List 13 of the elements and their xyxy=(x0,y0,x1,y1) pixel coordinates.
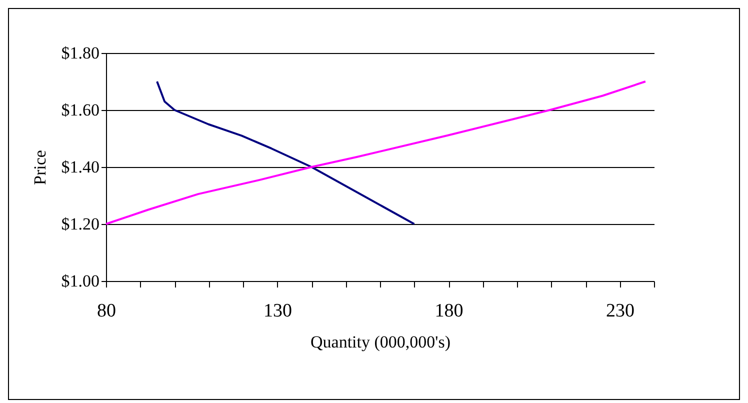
y-tick-label: $1.80 xyxy=(61,44,100,62)
x-tick-label: 130 xyxy=(264,300,292,322)
line-series xyxy=(156,80,416,225)
y-axis-title: Price xyxy=(30,150,50,185)
line-series xyxy=(105,80,646,225)
y-tick-label: $1.60 xyxy=(61,100,100,120)
y-tick-label: $1.40 xyxy=(61,158,100,176)
x-tick-label: 230 xyxy=(606,300,634,322)
y-tick-label: $1.00 xyxy=(61,272,100,290)
y-tick-label: $1.20 xyxy=(61,214,100,234)
x-tick-label: 180 xyxy=(434,300,464,322)
x-axis-title: Quantity (000,000's) xyxy=(310,332,450,352)
x-tick-label: 80 xyxy=(97,300,116,322)
